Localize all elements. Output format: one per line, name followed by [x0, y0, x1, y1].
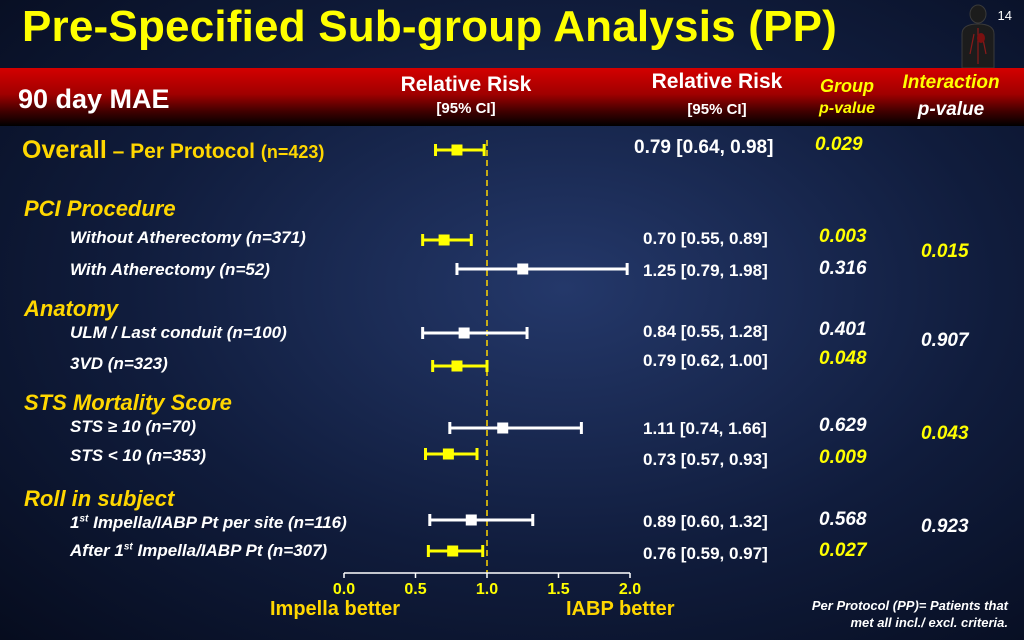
- row-label-3vd: 3VD (n=323): [70, 354, 168, 373]
- section-title-anatomy: Anatomy: [24, 296, 119, 321]
- footnote-line-1: Per Protocol (PP)= Patients that: [811, 598, 1008, 613]
- row-label-after-first-pt-post: Impella/IABP Pt (n=307): [132, 541, 328, 560]
- rr-plot-header-ci: [95% CI]: [436, 100, 496, 117]
- x-tick-label-1: 0.5: [404, 581, 426, 598]
- rr-point-0: [451, 144, 463, 156]
- rr-text-sts-low: 0.73 [0.57, 0.93]: [643, 450, 768, 469]
- rr-text-after-first-pt: 0.76 [0.59, 0.97]: [643, 544, 768, 563]
- overall-label-main: Overall: [22, 136, 107, 164]
- rr-point-7: [465, 514, 477, 526]
- rr-point-6: [442, 448, 454, 460]
- section-title-pci: PCI Procedure: [24, 196, 176, 221]
- section-title-rollin: Roll in subject: [24, 486, 175, 511]
- row-label-first-pt: 1st Impella/IABP Pt per site (n=116): [70, 513, 347, 533]
- group-p-header: Group: [820, 76, 874, 96]
- human-figure-icon: [961, 4, 995, 68]
- row-label-after-first-pt: After 1st Impella/IABP Pt (n=307): [70, 541, 327, 561]
- rr-column-header: Relative Risk: [651, 70, 783, 93]
- overall-rr-text: 0.79 [0.64, 0.98]: [634, 137, 774, 158]
- rr-text-with-atherectomy: 1.25 [0.79, 1.98]: [643, 261, 768, 280]
- row-label-sts-high: STS ≥ 10 (n=70): [70, 417, 197, 436]
- overall-label: Overall – Per Protocol (n=423): [22, 136, 324, 165]
- row-label-first-pt-sup: st: [79, 513, 89, 525]
- interaction-p-header-sub: p-value: [917, 99, 985, 120]
- group-p-first-pt: 0.568: [819, 509, 867, 530]
- rr-column-header-ci: [95% CI]: [687, 101, 747, 118]
- impella-better-label: Impella better: [270, 598, 401, 620]
- footnote-line-2: met all incl./ excl. criteria.: [850, 615, 1008, 630]
- group-p-header-sub: p-value: [818, 100, 875, 117]
- header-band: [0, 68, 1024, 126]
- x-tick-label-4: 2.0: [619, 581, 641, 598]
- overall-group-p: 0.029: [815, 134, 863, 155]
- rr-point-5: [497, 422, 509, 434]
- rr-text-sts-high: 1.11 [0.74, 1.66]: [643, 419, 767, 438]
- rr-point-1: [438, 234, 450, 246]
- group-p-after-first-pt: 0.027: [819, 540, 867, 561]
- row-label-first-pt-pre: 1: [70, 513, 80, 532]
- section-title-sts: STS Mortality Score: [24, 390, 232, 415]
- group-p-ulm: 0.401: [819, 319, 867, 340]
- row-label-ulm: ULM / Last conduit (n=100): [70, 323, 287, 342]
- rr-text-ulm: 0.84 [0.55, 1.28]: [643, 322, 768, 341]
- rr-point-4: [451, 360, 463, 372]
- row-label-sts-low: STS < 10 (n=353): [70, 446, 207, 465]
- group-p-3vd: 0.048: [819, 348, 867, 369]
- row-label-after-first-pt-pre: After 1: [70, 541, 124, 560]
- group-p-with-atherectomy: 0.316: [819, 258, 867, 279]
- interaction-p-header: Interaction: [902, 72, 1000, 93]
- rr-text-first-pt: 0.89 [0.60, 1.32]: [643, 512, 768, 531]
- footnote: Per Protocol (PP)= Patients that met all…: [760, 597, 1008, 631]
- row-label-without-atherectomy: Without Atherectomy (n=371): [70, 228, 306, 247]
- row-label-first-pt-post: Impella/IABP Pt per site (n=116): [88, 513, 347, 532]
- iabp-better-label: IABP better: [566, 598, 675, 620]
- x-tick-label-3: 1.5: [547, 581, 569, 598]
- group-p-without-atherectomy: 0.003: [819, 226, 867, 247]
- rr-plot-header: Relative Risk: [400, 73, 532, 96]
- rr-point-3: [458, 327, 470, 339]
- interaction-p-sts: 0.043: [921, 423, 969, 444]
- interaction-p-rollin: 0.923: [921, 516, 969, 537]
- slide-number: 14: [997, 8, 1012, 23]
- row-label-after-first-pt-sup: st: [123, 541, 133, 553]
- overall-label-dash: – Per Protocol: [106, 140, 261, 163]
- interaction-p-pci: 0.015: [921, 241, 969, 262]
- x-tick-label-2: 1.0: [476, 581, 498, 598]
- rr-text-without-atherectomy: 0.70 [0.55, 0.89]: [643, 229, 768, 248]
- rr-point-8: [447, 545, 459, 557]
- rr-text-3vd: 0.79 [0.62, 1.00]: [643, 351, 768, 370]
- outcome-metric-label: 90 day MAE: [18, 84, 170, 114]
- x-tick-label-0: 0.0: [333, 581, 355, 598]
- group-p-sts-low: 0.009: [819, 447, 867, 468]
- interaction-p-anatomy: 0.907: [921, 330, 969, 351]
- slide-title: Pre-Specified Sub-group Analysis (PP): [22, 2, 838, 51]
- group-p-sts-high: 0.629: [819, 415, 867, 436]
- row-label-with-atherectomy: With Atherectomy (n=52): [70, 260, 270, 279]
- overall-label-n: (n=423): [260, 142, 325, 162]
- rr-point-2: [517, 263, 529, 275]
